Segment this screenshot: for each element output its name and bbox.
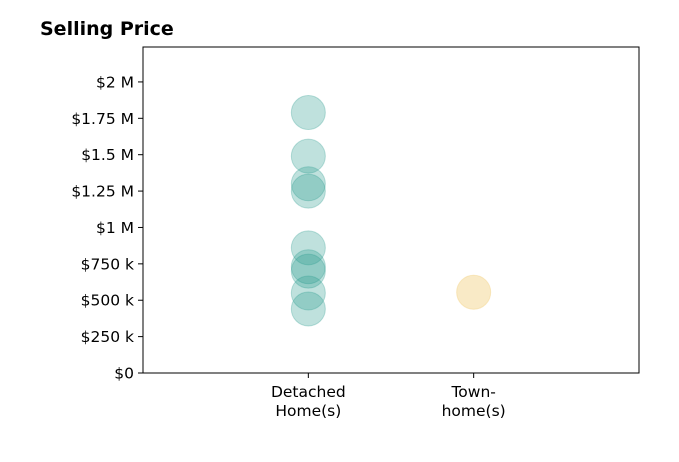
y-tick-label: $750 k [81,255,134,273]
data-point [290,138,326,174]
plot-frame [142,46,640,374]
data-point [290,253,326,289]
y-tick-label: $1.25 M [71,183,134,201]
y-axis: $0 $250 k $500 k $750 k $1 M $1.25 M $1.5 M $1.… [71,73,143,383]
y-tick-label: $1 M [96,219,134,237]
x-category-label: Town- [450,383,495,401]
y-tick-label: $2 M [96,73,134,91]
x-category-label: Home(s) [275,402,341,420]
data-point [290,166,326,202]
data-point [290,230,326,266]
data-points [290,94,492,327]
data-point [456,274,492,310]
data-point [290,275,326,311]
data-point [290,173,326,209]
y-tick-label: $1.75 M [71,110,134,128]
data-point [290,291,326,327]
y-tick-label: $250 k [81,328,134,346]
y-tick-label: $1.5 M [81,146,134,164]
y-tick-label: $500 k [81,292,134,310]
chart-title: Selling Price [40,18,174,40]
data-point [290,94,326,130]
x-category-label: home(s) [442,402,506,420]
x-category-label: Detached [271,383,346,401]
y-tick-label: $0 [114,365,134,383]
data-point [290,249,326,285]
